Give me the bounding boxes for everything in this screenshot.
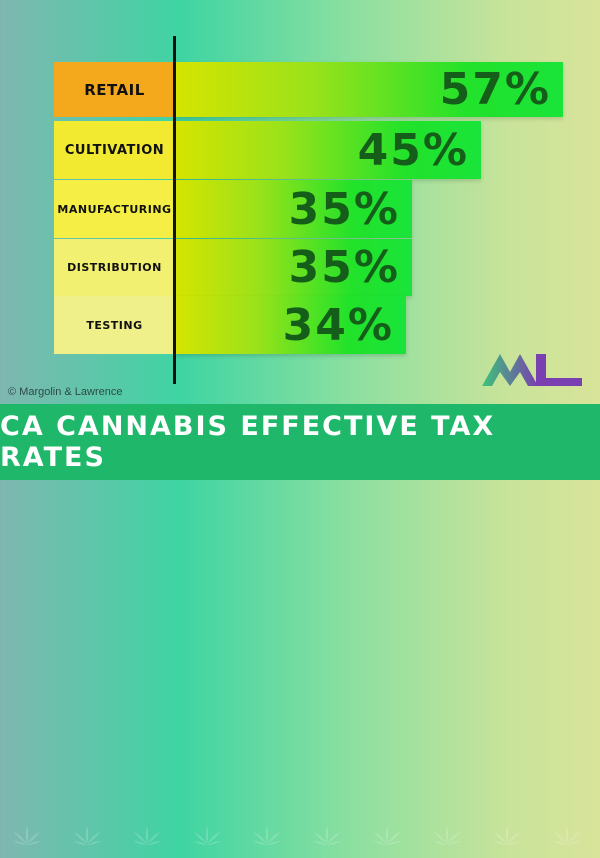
cannabis-leaf-icon — [553, 826, 581, 854]
category-label: MANUFACTURING — [57, 202, 172, 216]
copyright-credit: © Margolin & Lawrence — [8, 386, 123, 398]
bar-value-label: 45% — [357, 124, 469, 176]
ml-logo-icon — [482, 354, 582, 386]
cannabis-leaf-icon — [433, 826, 461, 854]
bar-value-label: 35% — [288, 183, 400, 235]
cannabis-leaf-icon — [373, 826, 401, 854]
category-label: RETAIL — [84, 80, 145, 99]
category-label-cell: RETAIL — [54, 62, 175, 117]
cannabis-leaf-icon — [313, 826, 341, 854]
category-label: CULTIVATION — [64, 142, 165, 158]
category-label-cell: TESTING — [54, 296, 175, 354]
cannabis-leaf-icon — [253, 826, 281, 854]
category-label-cell: CULTIVATION — [54, 121, 175, 179]
bar-value-label: 34% — [282, 299, 394, 351]
axis-line — [173, 36, 176, 384]
banner-title: CA CANNABIS EFFECTIVE TAX RATES — [0, 411, 496, 473]
category-label-cell: DISTRIBUTION — [54, 239, 175, 296]
category-label: DISTRIBUTION — [67, 261, 162, 274]
title-banner: CA CANNABIS EFFECTIVE TAX RATES — [0, 404, 600, 854]
bar-value-label: 35% — [288, 242, 400, 293]
bar: 57% — [175, 62, 563, 117]
cannabis-leaf-icon — [493, 826, 521, 854]
category-label: TESTING — [86, 318, 143, 332]
cannabis-leaf-icon — [13, 826, 41, 854]
bar: 35% — [175, 239, 412, 296]
bar-value-label: 57% — [439, 64, 551, 115]
category-label-cell: MANUFACTURING — [54, 180, 175, 238]
bar: 35% — [175, 180, 412, 238]
cannabis-leaf-icon — [193, 826, 221, 854]
cannabis-leaf-icon — [133, 826, 161, 854]
bar: 45% — [175, 121, 481, 179]
bar: 34% — [175, 296, 406, 354]
cannabis-leaf-icon — [73, 826, 101, 854]
bar-chart: RETAIL 57% CULTIVATION 45% MANUFACTURING 35% D… — [0, 0, 600, 400]
